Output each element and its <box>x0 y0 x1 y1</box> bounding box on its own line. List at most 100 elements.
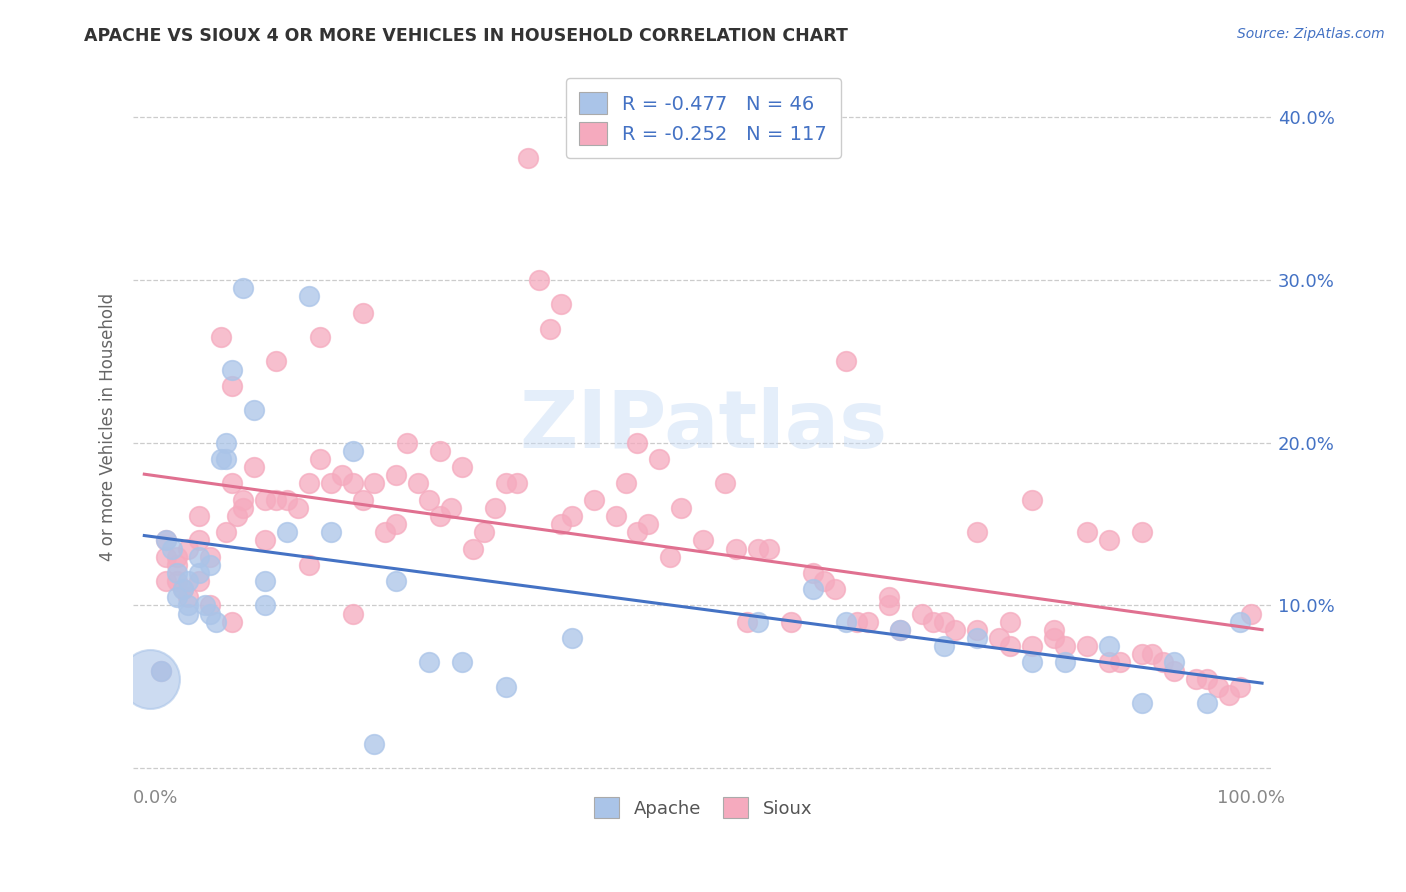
Point <box>856 615 879 629</box>
Point <box>1021 492 1043 507</box>
Point <box>495 680 517 694</box>
Point <box>298 289 321 303</box>
Point <box>1152 656 1174 670</box>
Point <box>1043 623 1066 637</box>
Point <box>264 492 287 507</box>
Point <box>943 623 966 637</box>
Point <box>319 525 342 540</box>
Point <box>188 508 211 523</box>
Point <box>845 615 868 629</box>
Point <box>1108 656 1130 670</box>
Point <box>253 533 276 548</box>
Point <box>998 615 1021 629</box>
Point <box>363 476 385 491</box>
Point <box>308 452 330 467</box>
Point <box>461 541 484 556</box>
Point <box>495 476 517 491</box>
Point <box>934 615 956 629</box>
Point <box>648 452 671 467</box>
Point <box>429 508 451 523</box>
Point <box>934 639 956 653</box>
Point <box>1043 631 1066 645</box>
Point <box>385 574 408 588</box>
Point <box>1021 656 1043 670</box>
Point <box>1142 647 1164 661</box>
Point <box>188 574 211 588</box>
Point <box>616 476 638 491</box>
Y-axis label: 4 or more Vehicles in Household: 4 or more Vehicles in Household <box>100 293 117 560</box>
Point <box>1130 525 1153 540</box>
Point <box>418 656 440 670</box>
Point <box>319 476 342 491</box>
Point <box>172 582 194 597</box>
Point <box>1206 680 1229 694</box>
Point <box>966 631 988 645</box>
Point <box>177 574 200 588</box>
Point <box>385 468 408 483</box>
Point <box>374 525 396 540</box>
Point <box>243 403 266 417</box>
Point <box>215 435 238 450</box>
Point <box>451 460 474 475</box>
Point <box>889 623 911 637</box>
Point <box>1218 688 1240 702</box>
Point <box>353 492 375 507</box>
Point <box>139 672 162 686</box>
Point <box>1076 639 1098 653</box>
Point <box>966 623 988 637</box>
Point <box>298 558 321 572</box>
Text: ZIPatlas: ZIPatlas <box>519 387 887 466</box>
Point <box>276 525 298 540</box>
Point <box>1229 615 1251 629</box>
Point <box>385 517 408 532</box>
Point <box>659 549 682 564</box>
Point <box>911 607 934 621</box>
Point <box>747 615 769 629</box>
Point <box>342 443 364 458</box>
Point <box>166 558 188 572</box>
Point <box>253 492 276 507</box>
Point <box>276 492 298 507</box>
Point <box>582 492 605 507</box>
Point <box>287 500 309 515</box>
Point <box>221 379 243 393</box>
Point <box>801 582 824 597</box>
Point <box>561 631 583 645</box>
Point <box>198 607 221 621</box>
Point <box>418 492 440 507</box>
Point <box>342 607 364 621</box>
Point <box>342 476 364 491</box>
Point <box>308 330 330 344</box>
Point <box>396 435 419 450</box>
Point <box>671 500 693 515</box>
Point <box>1130 647 1153 661</box>
Point <box>193 599 215 613</box>
Point <box>188 566 211 580</box>
Point <box>166 574 188 588</box>
Point <box>834 615 856 629</box>
Point <box>626 525 648 540</box>
Point <box>637 517 659 532</box>
Point <box>1053 639 1076 653</box>
Point <box>550 297 572 311</box>
Point <box>298 476 321 491</box>
Point <box>1021 639 1043 653</box>
Point <box>1098 656 1121 670</box>
Point <box>966 525 988 540</box>
Point <box>209 330 232 344</box>
Point <box>155 533 177 548</box>
Point <box>215 525 238 540</box>
Point <box>1197 672 1219 686</box>
Point <box>166 566 188 580</box>
Point <box>692 533 714 548</box>
Point <box>879 599 901 613</box>
Point <box>1229 680 1251 694</box>
Point <box>1076 525 1098 540</box>
Point <box>429 443 451 458</box>
Point <box>824 582 846 597</box>
Point <box>527 273 550 287</box>
Point <box>1098 639 1121 653</box>
Point <box>735 615 758 629</box>
Point <box>561 508 583 523</box>
Point <box>1053 656 1076 670</box>
